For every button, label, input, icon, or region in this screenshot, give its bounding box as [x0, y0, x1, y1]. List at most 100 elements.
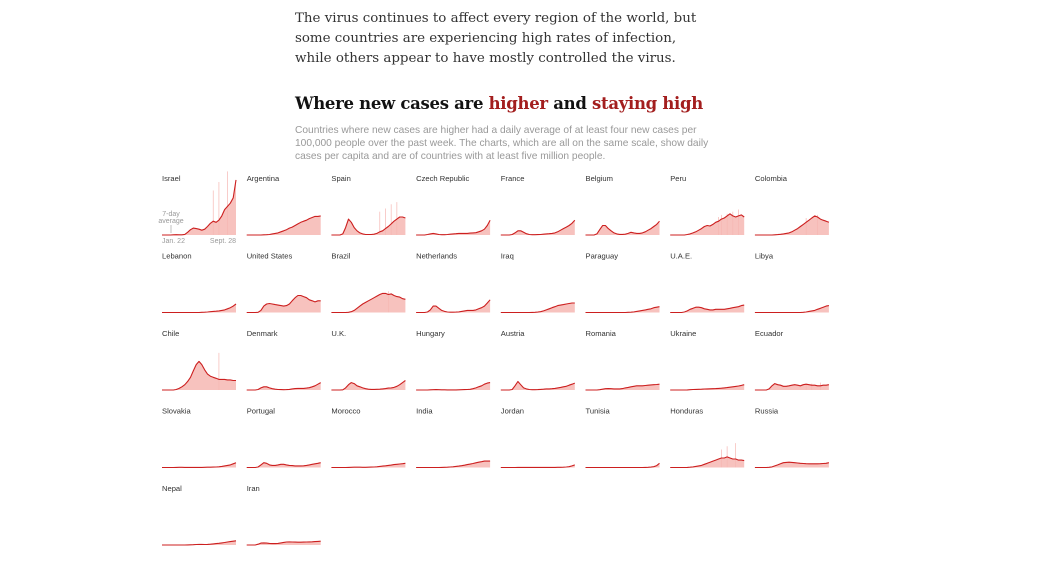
country-label-portugal: Portugal [247, 407, 276, 416]
line-morocco [331, 462, 406, 469]
line-honduras [670, 456, 745, 469]
country-label-czech-republic: Czech Republic [416, 174, 469, 183]
area-czech-republic [416, 220, 491, 235]
area-iraq [500, 303, 575, 313]
country-label-colombia: Colombia [755, 174, 788, 183]
line-portugal [246, 462, 321, 469]
line-jordan [500, 464, 575, 469]
country-label-romania: Romania [586, 329, 617, 338]
area-morocco [331, 463, 406, 468]
chart-iraq: Iraq [500, 252, 575, 314]
chart-brazil: Brazil [331, 252, 406, 314]
chart-portugal: Portugal [246, 407, 321, 469]
chart-india: India [416, 407, 491, 469]
country-label-libya: Libya [755, 252, 774, 261]
line-iraq [500, 302, 575, 314]
country-label-peru: Peru [670, 174, 686, 183]
chart-slovakia: Slovakia [162, 407, 237, 469]
chart-belgium: Belgium [585, 174, 660, 236]
line-russia [754, 461, 830, 469]
area-spain [331, 217, 406, 235]
line-iran [246, 540, 321, 546]
chart-hungary: Hungary [416, 329, 491, 391]
legend-label-line2: average [158, 218, 183, 225]
chart-netherlands: Netherlands [416, 252, 491, 314]
x-end-label: Sept. 28 [210, 238, 236, 245]
line-israel [162, 179, 237, 236]
section-heading: Where new cases are higher and staying h… [295, 91, 735, 117]
chart-honduras: Honduras [670, 407, 745, 469]
line-lebanon [162, 303, 237, 314]
chart-paraguay: Paraguay [585, 252, 660, 314]
line-belgium [585, 220, 660, 236]
line-czech-republic [416, 219, 491, 236]
area-netherlands [416, 299, 491, 313]
area-united-states [246, 295, 321, 313]
line-brazil [331, 292, 406, 314]
chart-spain: Spain [331, 174, 406, 236]
line-united-states [246, 294, 321, 314]
line-hungary [416, 382, 491, 391]
area-austria [500, 381, 575, 390]
line-u-a-e [670, 304, 745, 314]
chart-u-a-e: U.A.E. [670, 252, 745, 314]
line-tunisia [585, 462, 660, 469]
chart-france: France [500, 174, 576, 236]
chart-tunisia: Tunisia [585, 407, 660, 469]
area-libya [754, 305, 829, 313]
country-label-denmark: Denmark [247, 329, 278, 338]
country-label-chile: Chile [162, 329, 179, 338]
area-chile [162, 361, 236, 390]
chart-iran: Iran [246, 484, 321, 546]
country-label-france: France [501, 174, 525, 183]
line-spain [331, 216, 406, 236]
country-label-tunisia: Tunisia [586, 407, 611, 416]
area-romania [585, 384, 660, 390]
chart-ukraine: Ukraine [670, 329, 745, 391]
line-romania [585, 383, 660, 391]
area-u-k [331, 380, 406, 390]
line-nepal [162, 540, 237, 546]
chart-peru: Peru [670, 174, 745, 236]
chart-united-states: United States [246, 252, 321, 314]
area-belgium [585, 221, 660, 235]
country-label-belgium: Belgium [586, 174, 613, 183]
country-label-iran: Iran [247, 484, 260, 493]
country-label-ecuador: Ecuador [755, 329, 784, 338]
area-argentina [246, 215, 321, 235]
country-label-russia: Russia [755, 407, 779, 416]
country-label-iraq: Iraq [501, 252, 514, 261]
area-ukraine [670, 384, 745, 390]
country-label-slovakia: Slovakia [162, 407, 191, 416]
line-india [416, 460, 491, 469]
country-label-honduras: Honduras [670, 407, 703, 416]
area-india [416, 461, 491, 468]
chart-russia: Russia [754, 407, 830, 469]
heading-highlight-higher: higher [488, 94, 549, 113]
chart-austria: Austria [500, 329, 576, 391]
area-france [500, 220, 575, 235]
chart-jordan: Jordan [500, 407, 575, 469]
chart-argentina: Argentina [246, 174, 321, 236]
heading-part-1: Where new cases are [295, 94, 489, 113]
chart-morocco: Morocco [331, 407, 406, 469]
country-label-jordan: Jordan [501, 407, 524, 416]
country-label-nepal: Nepal [162, 484, 182, 493]
country-label-morocco: Morocco [331, 407, 360, 416]
line-ecuador [754, 383, 829, 391]
chart-libya: Libya [754, 252, 829, 314]
x-start-label: Jan. 22 [162, 238, 185, 245]
country-label-u-k: U.K. [331, 329, 346, 338]
chart-ecuador: Ecuador [754, 329, 829, 391]
chart-romania: Romania [585, 329, 660, 391]
legend-label-line1: 7-day [162, 211, 180, 218]
country-label-u-a-e: U.A.E. [670, 252, 692, 261]
chart-denmark: Denmark [246, 329, 321, 391]
intro-paragraph: The virus continues to affect every regi… [295, 11, 697, 66]
area-slovakia [162, 462, 236, 468]
area-peru [670, 213, 745, 235]
country-label-brazil: Brazil [331, 252, 350, 261]
country-label-united-states: United States [247, 252, 293, 261]
